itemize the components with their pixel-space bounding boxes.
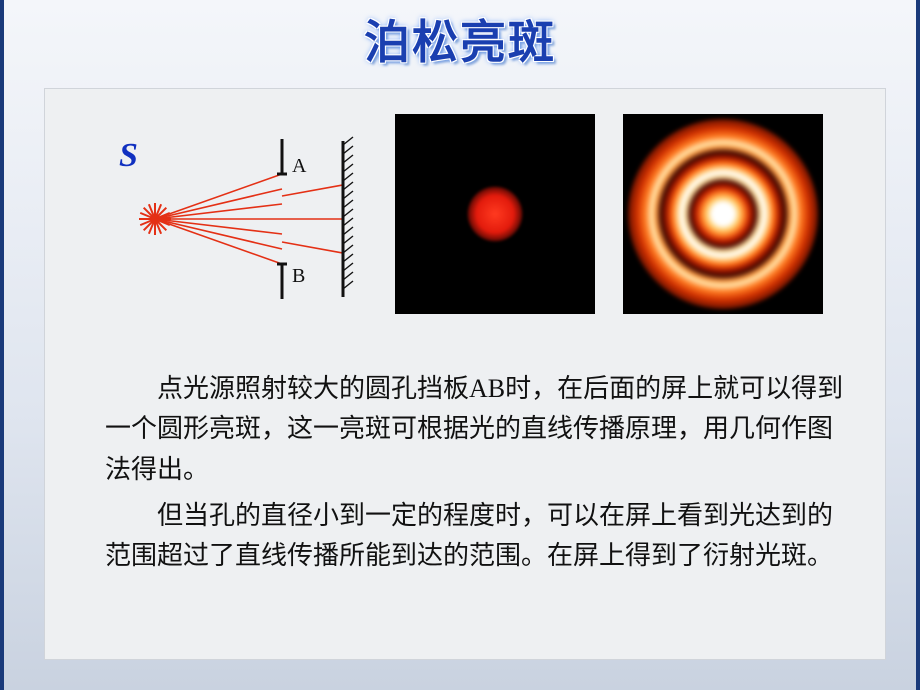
geometric-spot [466, 185, 524, 243]
svg-text:B: B [292, 265, 305, 287]
paragraph-1: 点光源照射较大的圆孔挡板AB时，在后面的屏上就可以得到一个圆形亮斑，这一亮斑可根… [105, 369, 845, 490]
source-label: S [119, 137, 138, 175]
ray-diagram: S AB [107, 119, 367, 309]
content-panel: S AB 点光源照射较大的圆孔挡板AB时，在后面的屏上就可以得到一个圆形亮斑，这… [44, 88, 886, 660]
diffraction-pattern-panel [623, 114, 823, 314]
ray-diagram-svg: AB [107, 119, 367, 309]
geometric-spot-panel [395, 114, 595, 314]
figure-row: S AB [45, 109, 885, 319]
slide-title: 泊松亮斑 [4, 6, 916, 72]
diffraction-rings [628, 119, 818, 309]
svg-text:A: A [292, 155, 307, 177]
paragraph-2: 但当孔的直径小到一定的程度时，可以在屏上看到光达到的范围超过了直线传播所能到达的… [105, 496, 845, 577]
body-text: 点光源照射较大的圆孔挡板AB时，在后面的屏上就可以得到一个圆形亮斑，这一亮斑可根… [105, 369, 845, 582]
slide: 泊松亮斑 S AB 点光源照射较大的圆孔挡板AB时，在后面的屏上就可以得到一个圆… [0, 0, 920, 690]
